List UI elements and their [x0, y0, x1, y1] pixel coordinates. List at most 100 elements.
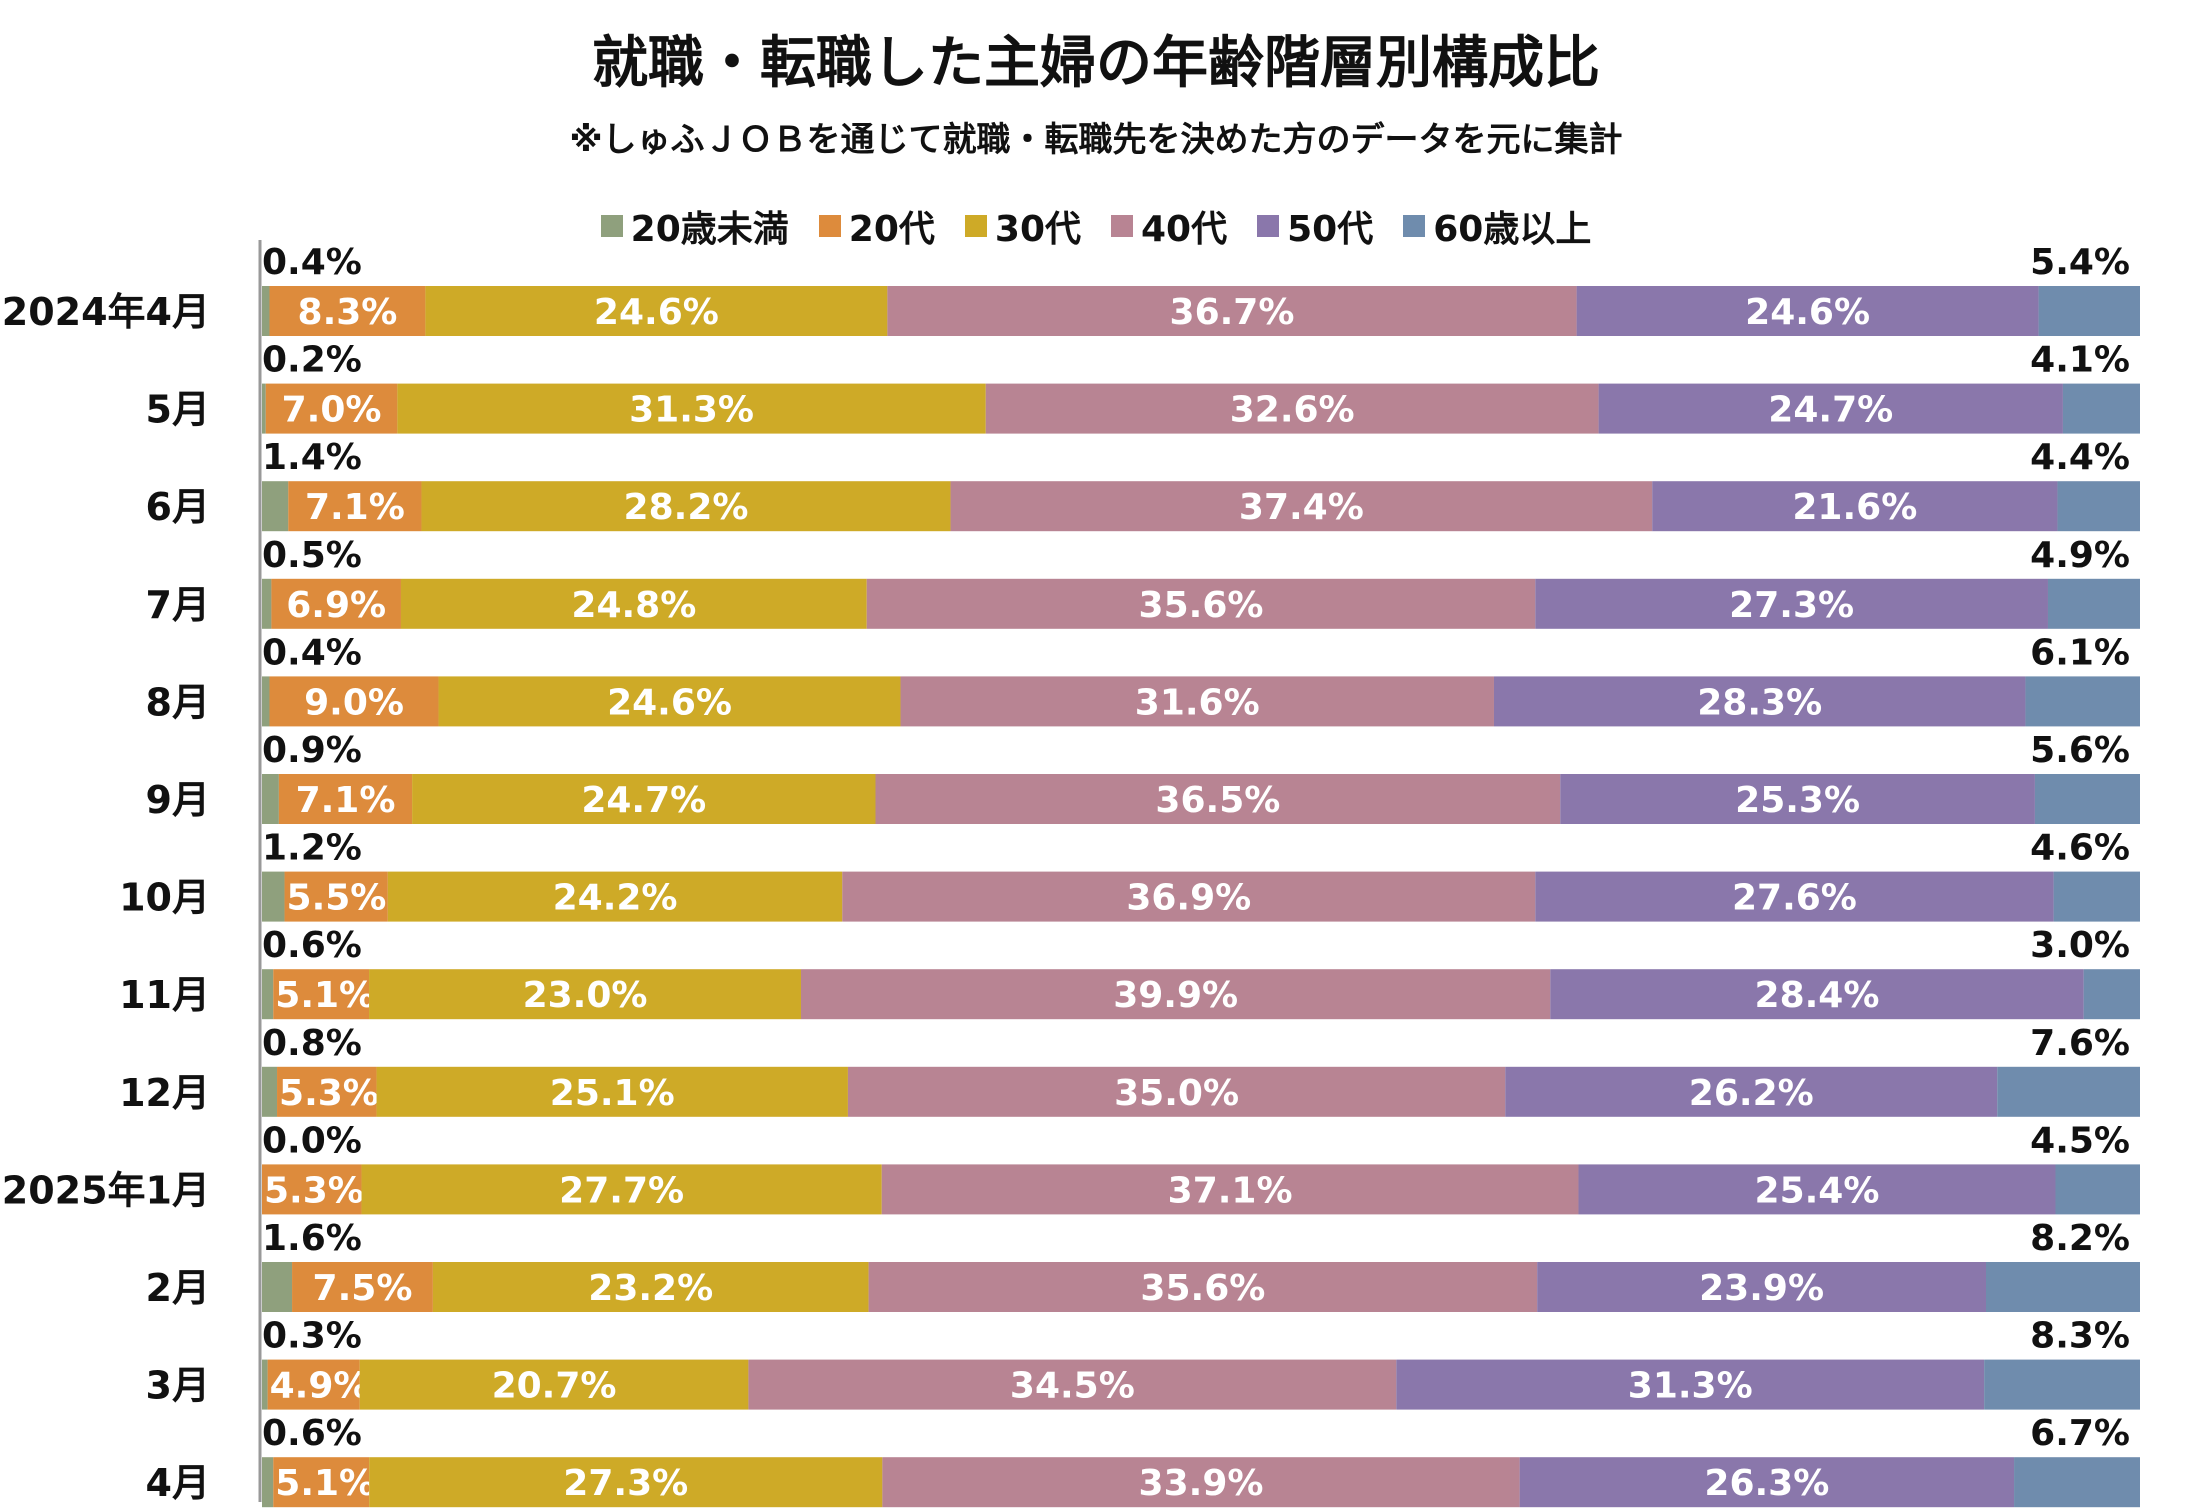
- data-label: 4.4%: [2030, 437, 2130, 478]
- data-label: 25.4%: [1755, 1170, 1880, 1211]
- data-label: 36.9%: [1126, 878, 1251, 919]
- bar-segment: [271, 578, 401, 629]
- category-label: 6月: [146, 485, 210, 529]
- data-label: 7.0%: [282, 390, 382, 431]
- bar-segment: [277, 1066, 377, 1117]
- data-label: 7.6%: [2030, 1023, 2130, 1064]
- bar-segment: [2014, 1457, 2140, 1508]
- bar-segment: [292, 1262, 433, 1312]
- bar-segment: [269, 676, 439, 727]
- bar-segment: [748, 1359, 1397, 1410]
- legend-label: 20歳未満: [630, 209, 789, 250]
- bar-segment: [842, 871, 1536, 922]
- data-label: 5.3%: [279, 1073, 379, 1114]
- data-label: 4.1%: [2030, 340, 2130, 381]
- legend-item: 50代: [1257, 200, 1373, 252]
- data-label: 5.1%: [275, 975, 375, 1016]
- data-label: 36.5%: [1155, 780, 1280, 821]
- bar-segment: [273, 969, 370, 1020]
- bar-segment: [369, 969, 801, 1020]
- bar-segment: [2053, 871, 2140, 922]
- data-label: 24.7%: [581, 780, 706, 821]
- data-label: 8.3%: [298, 292, 398, 333]
- bar-segment: [2083, 969, 2140, 1020]
- legend-label: 20代: [848, 209, 935, 250]
- data-label: 6.7%: [2030, 1413, 2130, 1454]
- data-label: 0.3%: [262, 1316, 362, 1357]
- bar-segment: [887, 286, 1577, 336]
- legend-label: 40代: [1141, 209, 1228, 250]
- data-label: 5.3%: [264, 1170, 364, 1211]
- category-label: 3月: [146, 1364, 210, 1408]
- legend-item: 20代: [818, 200, 935, 252]
- bar-segment: [262, 1262, 293, 1312]
- data-label: 1.4%: [262, 437, 362, 478]
- category-label: 2024年4月: [2, 290, 210, 334]
- bar-segment: [1576, 286, 2039, 336]
- category-label: 8月: [146, 680, 210, 724]
- data-label: 21.6%: [1792, 487, 1917, 528]
- data-label: 0.8%: [262, 1023, 362, 1064]
- data-label: 4.5%: [2030, 1120, 2130, 1161]
- data-label: 34.5%: [1010, 1366, 1135, 1407]
- legend-swatch: [1403, 215, 1426, 237]
- data-label: 7.5%: [313, 1268, 413, 1309]
- bar-segment: [950, 481, 1653, 532]
- data-label: 1.6%: [262, 1218, 362, 1259]
- data-label: 27.3%: [1729, 585, 1854, 626]
- legend-swatch: [1257, 215, 1280, 237]
- category-label: 5月: [146, 388, 210, 432]
- data-label: 37.1%: [1168, 1170, 1293, 1211]
- category-label: 2月: [146, 1266, 210, 1310]
- bar-segment: [262, 286, 270, 336]
- data-label: 35.0%: [1114, 1073, 1239, 1114]
- data-label: 5.4%: [2030, 242, 2130, 283]
- bar-segment: [1493, 676, 2026, 727]
- data-label: 0.6%: [262, 1413, 362, 1454]
- data-label: 24.6%: [607, 682, 732, 723]
- data-label: 31.6%: [1135, 682, 1260, 723]
- bar-segment: [262, 774, 279, 824]
- legend-item: 40代: [1111, 200, 1227, 252]
- bar-segment: [1578, 1164, 2056, 1215]
- bar-segment: [273, 1457, 370, 1508]
- bar-segment: [2047, 578, 2140, 629]
- data-label: 0.2%: [262, 340, 362, 381]
- bar-segment: [288, 481, 422, 532]
- data-label: 4.9%: [270, 1366, 370, 1407]
- bar-segment: [1537, 1262, 1987, 1312]
- bar-segment: [432, 1262, 869, 1312]
- bar-segment: [262, 1457, 274, 1508]
- data-label: 8.3%: [2030, 1316, 2130, 1357]
- legend-item: 30代: [964, 200, 1081, 252]
- data-label: 6.9%: [286, 585, 386, 626]
- bar-segment: [1598, 383, 2063, 434]
- data-label: 28.3%: [1697, 682, 1822, 723]
- data-label: 5.6%: [2030, 730, 2130, 771]
- data-label: 28.4%: [1755, 975, 1880, 1016]
- data-label: 0.5%: [262, 535, 362, 576]
- data-label: 35.6%: [1140, 1268, 1265, 1309]
- bar-segment: [359, 1359, 749, 1410]
- bar-segment: [882, 1457, 1520, 1508]
- data-label: 31.3%: [629, 390, 754, 431]
- data-label: 24.8%: [571, 585, 696, 626]
- bar-segment: [262, 969, 274, 1020]
- category-label: 4月: [146, 1461, 210, 1505]
- legend: 20歳未満 20代 30代 40代 50代 60歳以上: [0, 200, 2192, 252]
- legend-swatch: [1111, 215, 1133, 237]
- bar-segment: [361, 1164, 882, 1215]
- data-label: 3.0%: [2030, 925, 2130, 966]
- bar-segment: [262, 1359, 268, 1410]
- bar-segment: [421, 481, 951, 532]
- data-label: 0.9%: [262, 730, 362, 771]
- bar-segment: [278, 774, 413, 824]
- bar-segment: [387, 871, 843, 922]
- legend-swatch: [964, 215, 987, 237]
- data-label: 4.6%: [2030, 828, 2130, 869]
- data-label: 0.0%: [262, 1120, 362, 1161]
- bar-segment: [900, 676, 1494, 727]
- legend-item: 20歳未満: [600, 200, 789, 252]
- legend-swatch: [600, 215, 623, 237]
